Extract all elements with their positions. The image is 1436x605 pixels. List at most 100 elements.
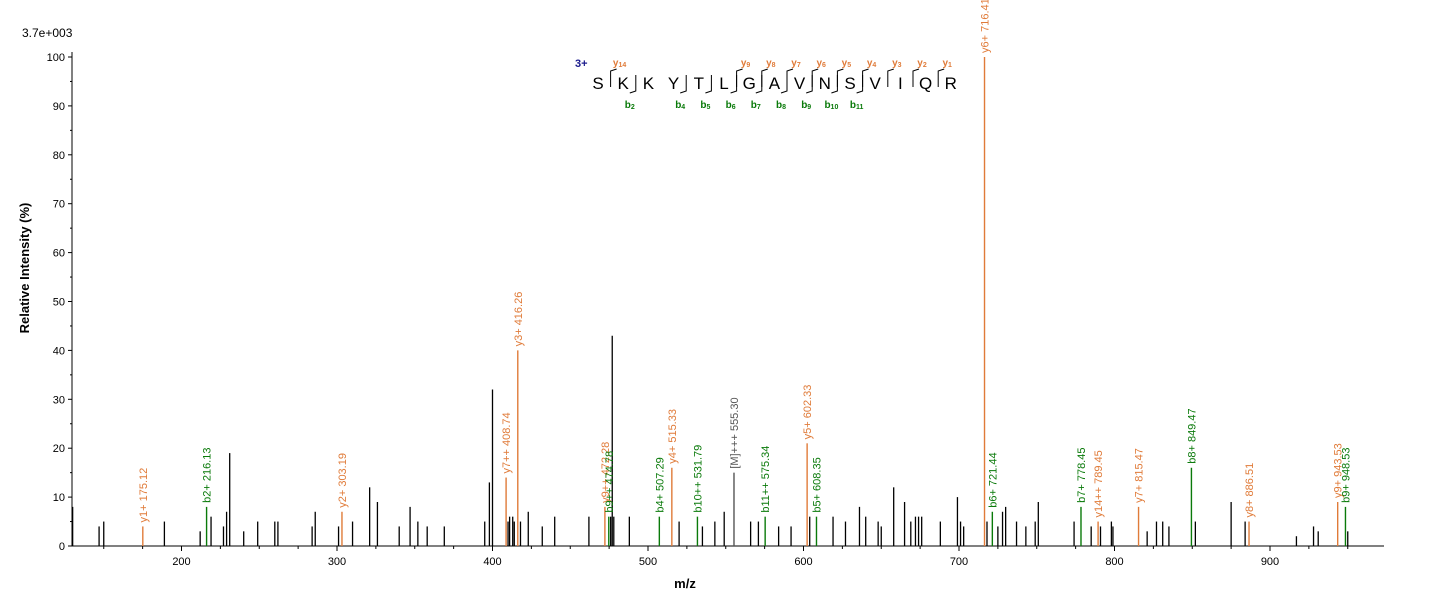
sequence-residue: K — [618, 74, 630, 93]
y-tick-label: 40 — [53, 345, 65, 357]
x-tick-label: 300 — [328, 556, 346, 568]
sequence-residue: G — [743, 74, 756, 93]
b-ion-bracket — [856, 75, 864, 94]
y-axis-title: Relative Intensity (%) — [17, 203, 32, 334]
y-tick-label: 20 — [53, 443, 65, 455]
peak-label: y14++ 789.45 — [1093, 450, 1105, 517]
peak-label: y3+ 416.26 — [513, 292, 525, 347]
y-ion-bracket — [610, 68, 617, 87]
sequence-residue: A — [769, 74, 781, 93]
peak-label: b10++ 531.79 — [692, 445, 704, 513]
b-ion-label: b9 — [801, 100, 811, 111]
sequence-residue: S — [592, 74, 603, 93]
peak-label: y7++ 408.74 — [501, 412, 513, 473]
y-ion-label: y8 — [766, 58, 776, 69]
peak-label: y1+ 175.12 — [138, 468, 150, 523]
peak-label: b6+ 721.44 — [987, 452, 999, 507]
y-ion-bracket — [887, 68, 894, 87]
y-ion-label: y14 — [613, 58, 626, 69]
y-ion-bracket — [912, 68, 920, 87]
y-ion-label: y2 — [917, 58, 927, 69]
y-tick-label: 90 — [53, 101, 65, 113]
peak-labels: y1+ 175.12 b2+ 216.13 y2+ 303.19 y7++ 408.7… — [138, 0, 1353, 522]
peaks — [72, 57, 1349, 546]
peak-label: [M]+++ 555.30 — [729, 397, 741, 468]
b-ion-bracket — [705, 75, 712, 94]
b-ion-bracket — [680, 75, 687, 94]
b-ion-bracket — [806, 75, 813, 94]
sequence-residue: Q — [919, 74, 932, 93]
peak-label: y9+ 943.53 — [1333, 443, 1345, 498]
b-ion-label: b2 — [625, 100, 635, 111]
x-tick-label: 200 — [172, 556, 190, 568]
sequence-residue: S — [844, 74, 855, 93]
peak-label: y2+ 303.19 — [337, 453, 349, 508]
b-ion-label: b11 — [850, 100, 864, 111]
y-ion-label: y5 — [842, 58, 852, 69]
b-ion-label: b7 — [751, 100, 761, 111]
peak-label: y5+ 602.33 — [802, 385, 814, 440]
b-ion-label: b5 — [700, 100, 710, 111]
peak-label: b9+ 948.53 — [1340, 448, 1352, 503]
x-tick-label: 500 — [639, 556, 657, 568]
peak-label: y7+ 815.47 — [1134, 448, 1146, 503]
y-ion-label: y7 — [791, 58, 801, 69]
b-ion-bracket — [780, 75, 788, 94]
y-tick-label: 0 — [59, 541, 65, 553]
y-ion-label: y9 — [741, 58, 751, 69]
x-axis-title: m/z — [674, 576, 696, 591]
b-ion-label: b6 — [726, 100, 736, 111]
sequence-residue: K — [643, 74, 655, 93]
y-ion-bracket — [862, 68, 869, 87]
peak-label: b8+ 849.47 — [1186, 408, 1198, 463]
y-tick-label: 60 — [53, 248, 65, 260]
x-tick-label: 400 — [483, 556, 501, 568]
y-ion-label: y4 — [867, 58, 877, 69]
b-ion-label: b4 — [675, 100, 685, 111]
sequence-residue: Y — [668, 74, 679, 93]
y-tick-label: 100 — [47, 52, 65, 64]
y-ion-bracket — [786, 68, 794, 87]
y-ion-bracket — [811, 68, 819, 87]
x-tick-label: 600 — [794, 556, 812, 568]
y-tick-label: 30 — [53, 394, 65, 406]
max-intensity-label: 3.7e+003 — [22, 26, 73, 40]
x-tick-label: 800 — [1105, 556, 1123, 568]
sequence-residue: V — [870, 74, 882, 93]
peak-label: b4+ 507.29 — [654, 457, 666, 512]
charge-state: 3+ — [575, 58, 588, 70]
y-ion-bracket — [761, 68, 768, 87]
peak-label: y6+ 716.41 — [980, 0, 992, 53]
peak-label: b7+ 778.45 — [1076, 448, 1088, 503]
b-ion-bracket — [730, 75, 738, 94]
sequence-residue: N — [819, 74, 831, 93]
axes: 0 10 20 30 40 50 60 70 80 90 100 200 300 400 500 600 700… — [47, 52, 1384, 568]
x-tick-label: 700 — [950, 556, 968, 568]
x-tick-label: 900 — [1261, 556, 1279, 568]
peak-label: b5+ 608.35 — [811, 457, 823, 512]
sequence-residue: L — [719, 74, 728, 93]
y-ion-label: y6 — [816, 58, 826, 69]
peak-label: y9++ 472.28 — [600, 442, 612, 503]
y-ion-label: y1 — [942, 58, 952, 69]
sequence-residue: V — [794, 74, 806, 93]
y-tick-label: 80 — [53, 150, 65, 162]
y-tick-label: 50 — [53, 297, 65, 309]
y-ion-bracket — [937, 68, 945, 87]
y-ion-label: y3 — [892, 58, 902, 69]
peak-label: b2+ 216.13 — [202, 448, 214, 503]
sequence-residue: T — [694, 74, 704, 93]
peak-label: y4+ 515.33 — [667, 409, 679, 464]
b-ion-bracket — [831, 75, 838, 94]
sequence-residue: R — [945, 74, 957, 93]
peak-label: b11++ 575.34 — [760, 446, 772, 513]
b-ion-label: b10 — [824, 100, 838, 111]
b-ion-bracket — [755, 75, 763, 94]
sequence-residue: I — [898, 74, 903, 93]
b-ion-bracket — [629, 75, 637, 94]
y-ion-bracket — [836, 68, 844, 87]
y-tick-label: 10 — [53, 492, 65, 504]
peak-label: b9++ 474.78 — [604, 451, 616, 513]
